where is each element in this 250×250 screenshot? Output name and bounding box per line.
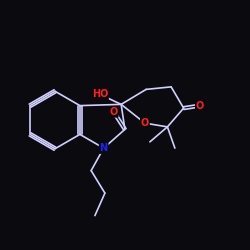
- Text: HO: HO: [92, 90, 108, 99]
- Text: O: O: [141, 118, 149, 128]
- Text: O: O: [196, 100, 204, 110]
- Text: N: N: [100, 143, 108, 153]
- Text: O: O: [110, 107, 118, 117]
